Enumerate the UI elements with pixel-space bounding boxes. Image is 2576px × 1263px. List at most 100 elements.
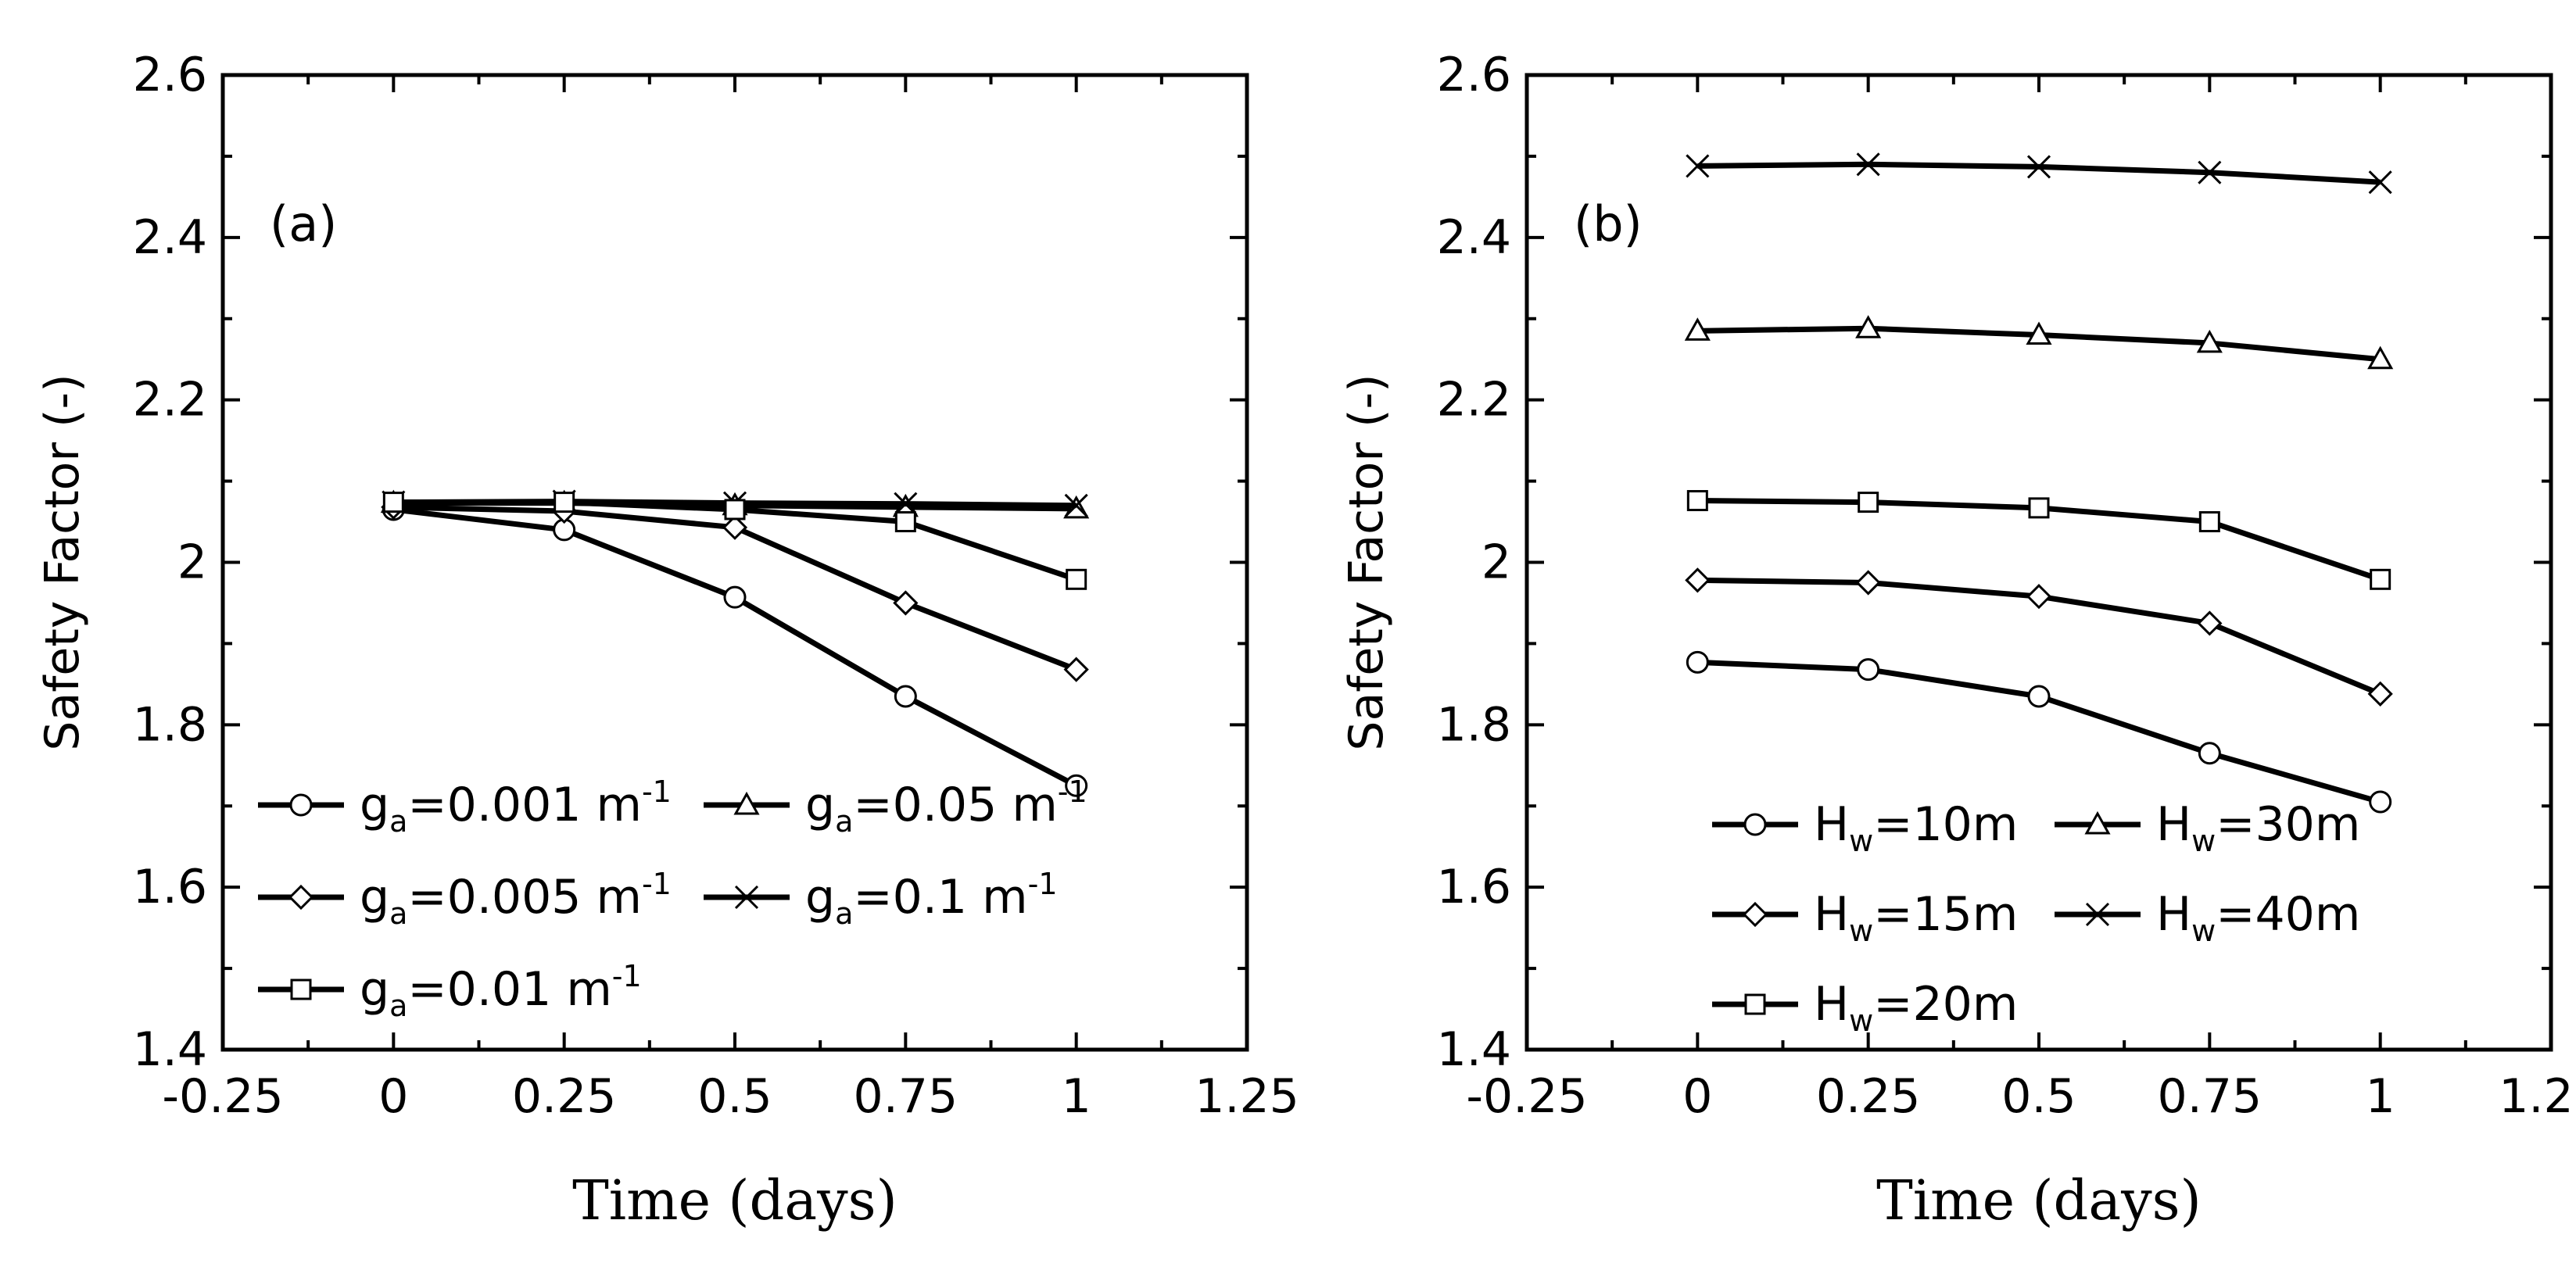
y-tick-label: 1.4 <box>133 1022 207 1077</box>
data-point <box>1684 317 1711 341</box>
legend-marker <box>2084 810 2111 835</box>
data-point <box>554 492 575 513</box>
x-tick-label: 0 <box>1682 1069 1712 1124</box>
legend-label: Hw=15m <box>1814 887 2018 948</box>
y-tick-label: 2.4 <box>133 210 207 265</box>
data-point <box>1855 315 1882 338</box>
x-tick-label: 1 <box>1062 1069 1091 1124</box>
legend-item: ga=0.005 m-1 <box>258 867 672 931</box>
series-square <box>382 492 1087 590</box>
data-point <box>1063 657 1089 682</box>
x-tick-label: 0.75 <box>2158 1069 2263 1124</box>
series-line <box>392 506 1078 789</box>
y-tick-label: 1.6 <box>133 860 207 914</box>
data-point <box>1686 650 1709 674</box>
legend-item: Hw=20m <box>1712 977 2018 1038</box>
data-point <box>1064 493 1088 517</box>
data-point <box>1856 152 1880 177</box>
data-point <box>2198 511 2220 533</box>
data-point <box>894 685 917 708</box>
plot-frame <box>1524 73 2553 1052</box>
y-tick-label: 2 <box>177 535 207 590</box>
legend-marker <box>734 885 759 910</box>
legend-item: Hw=40m <box>2055 887 2360 948</box>
legend-label: ga=0.1 m-1 <box>805 867 1058 931</box>
data-point <box>1685 567 1711 593</box>
y-tick-label: 1.4 <box>1437 1022 1511 1077</box>
legend-marker <box>1742 901 1768 928</box>
x-tick-label: 0 <box>378 1069 408 1124</box>
data-point <box>2026 155 2051 179</box>
data-point <box>2198 742 2221 765</box>
x-tick-label: 0.25 <box>512 1069 617 1124</box>
legend-label: ga=0.001 m-1 <box>360 775 672 839</box>
data-point <box>2369 790 2392 814</box>
legend-label: ga=0.05 m-1 <box>805 775 1087 839</box>
series-diamond <box>1685 567 2393 707</box>
legend-item: ga=0.05 m-1 <box>704 775 1087 839</box>
data-point <box>894 492 918 516</box>
series-line <box>1697 659 2381 805</box>
panel-b: -0.25 0 0.25 0.5 0.75 1 1.25 1.4 1.6 1.8 2 2.2 2.4 2.… <box>1339 48 2576 1233</box>
series-circle <box>1686 650 2392 814</box>
legend-marker <box>288 884 314 911</box>
data-point <box>722 514 748 540</box>
x-tick-label: 1 <box>2366 1069 2395 1124</box>
panel-a: -0.25 0 0.25 0.5 0.75 1 1.25 1.4 1.6 1.8 2 2.2 2.4 2.… <box>35 48 1299 1233</box>
legend: Hw=10m Hw=30m Hw=15m Hw=40m Hw=20m <box>1712 797 2360 1038</box>
series-square <box>1686 490 2391 590</box>
y-tick-label: 2.2 <box>1437 373 1511 428</box>
y-axis-title: Safety Factor (-) <box>1339 374 1394 750</box>
data-point <box>2028 497 2050 519</box>
x-tick-label: 1.25 <box>1195 1069 1299 1124</box>
data-point <box>1858 492 1879 513</box>
data-point <box>723 585 747 609</box>
data-point <box>2196 329 2223 353</box>
data-point <box>1065 774 1088 797</box>
data-point <box>724 499 746 521</box>
legend-label: ga=0.01 m-1 <box>360 959 642 1023</box>
legend-item: Hw=15m <box>1712 887 2018 948</box>
data-point <box>1686 154 1710 178</box>
data-point <box>2027 685 2051 708</box>
legend-item: Hw=30m <box>2055 797 2360 858</box>
x-tick-label: -0.25 <box>1466 1069 1587 1124</box>
series-circle <box>382 498 1088 797</box>
x-tick-label: 0.5 <box>2001 1069 2076 1124</box>
data-point <box>894 511 916 533</box>
data-point <box>382 492 404 513</box>
x-tick-label: 1.25 <box>2499 1069 2576 1124</box>
data-point <box>2368 170 2392 195</box>
y-tick-label: 2.4 <box>1437 210 1511 265</box>
legend-label: Hw=20m <box>1814 977 2018 1038</box>
panel-label: (b) <box>1574 195 1643 252</box>
legend-label: ga=0.005 m-1 <box>360 867 672 931</box>
series-triangle <box>1684 315 2394 370</box>
data-point <box>1066 568 1087 590</box>
data-point <box>1855 570 1881 596</box>
legend-marker <box>733 791 760 815</box>
x-tick-label: 0.75 <box>854 1069 958 1124</box>
x-tick-label: -0.25 <box>162 1069 283 1124</box>
y-tick-label: 1.8 <box>133 697 207 752</box>
y-tick-label: 2.2 <box>133 373 207 428</box>
x-axis-title: Time (days) <box>1876 1168 2202 1233</box>
y-tick-label: 1.6 <box>1437 860 1511 914</box>
data-point <box>2197 610 2223 636</box>
data-point <box>893 590 919 616</box>
y-tick-label: 2 <box>1481 535 1511 590</box>
legend-marker <box>1744 993 1766 1015</box>
y-axis-title: Safety Factor (-) <box>35 374 90 750</box>
y-tick-label: 2.6 <box>1437 48 1511 102</box>
legend-item: ga=0.001 m-1 <box>258 775 672 839</box>
data-point <box>2367 681 2393 707</box>
legend-label: Hw=10m <box>1814 797 2018 858</box>
data-point <box>1686 490 1708 512</box>
y-tick-label: 2.6 <box>133 48 207 102</box>
legend-marker <box>289 793 313 817</box>
series-x <box>1686 152 2392 195</box>
y-tick-label: 1.8 <box>1437 697 1511 752</box>
data-point <box>2198 160 2222 184</box>
panel-label: (a) <box>270 195 337 252</box>
